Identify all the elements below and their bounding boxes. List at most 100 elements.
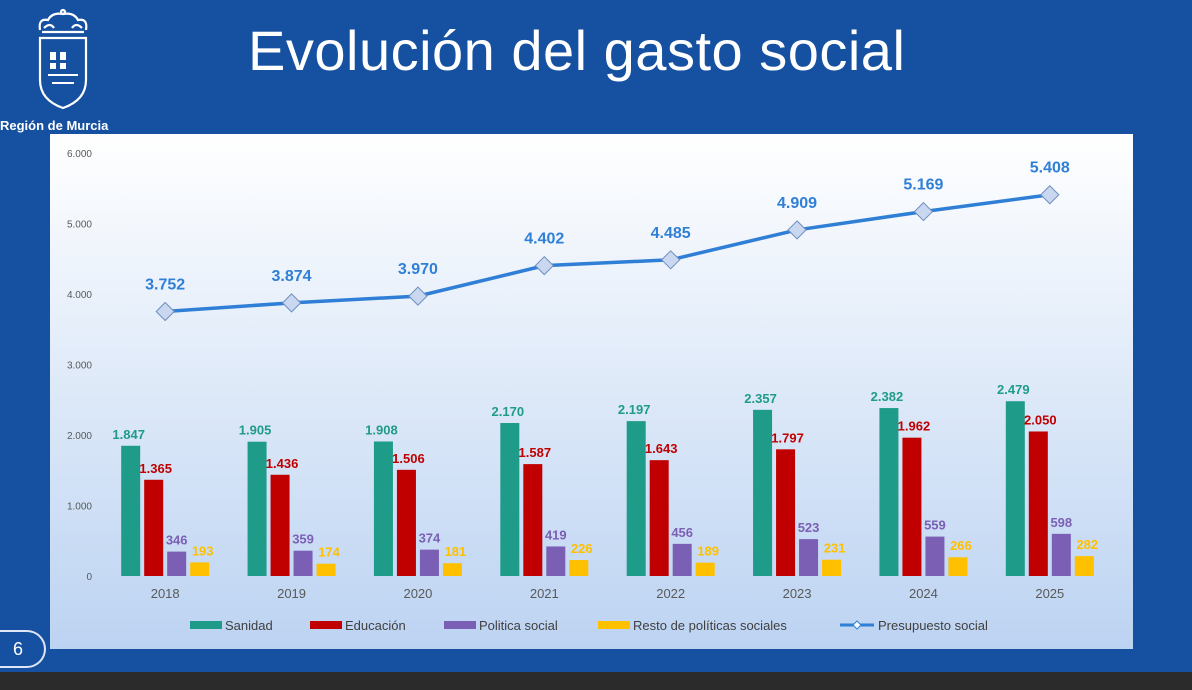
bar-educaci-n	[396, 469, 416, 576]
legend-label: Resto de políticas sociales	[633, 618, 787, 633]
line-point-marker	[534, 255, 555, 276]
slide: Región de Murcia Evolución del gasto soc…	[0, 0, 1192, 672]
brand-name: Región de Murcia	[0, 118, 109, 133]
y-tick-label: 0	[86, 572, 92, 583]
bar-data-label: 598	[1050, 515, 1072, 530]
bar-data-label: 282	[1076, 537, 1098, 552]
bar-data-label: 359	[292, 532, 314, 547]
bar-data-label: 189	[697, 544, 719, 559]
bar-data-label: 1.506	[392, 451, 425, 466]
x-tick-label: 2020	[403, 586, 432, 601]
line-point-marker	[660, 250, 681, 270]
bar-sanidad	[1005, 401, 1025, 576]
bar-data-label: 1.643	[645, 441, 678, 456]
x-tick-label: 2018	[151, 586, 180, 601]
bar-sanidad	[879, 408, 899, 576]
bar-resto-de-pol-ticas-sociales	[442, 563, 462, 576]
bar-sanidad	[121, 445, 141, 576]
bar-data-label: 193	[192, 543, 214, 558]
x-tick-label: 2023	[783, 586, 812, 601]
bar-politica-social	[1051, 533, 1071, 576]
bar-data-label: 181	[445, 544, 467, 559]
bar-data-label: 1.365	[139, 461, 172, 476]
bar-resto-de-pol-ticas-sociales	[948, 557, 968, 576]
bar-data-label: 1.587	[519, 445, 552, 460]
bar-sanidad	[500, 423, 520, 576]
bar-sanidad	[626, 421, 646, 576]
line-data-label: 4.402	[524, 231, 564, 248]
bar-politica-social	[925, 536, 945, 576]
bar-data-label: 174	[318, 545, 340, 560]
region-de-murcia-crest-logo	[38, 8, 88, 110]
bar-data-label: 346	[166, 533, 188, 548]
bar-educaci-n	[1028, 431, 1048, 576]
x-tick-label: 2019	[277, 586, 306, 601]
x-tick-label: 2021	[530, 586, 559, 601]
bar-data-label: 1.962	[898, 419, 931, 434]
bar-data-label: 523	[798, 520, 820, 535]
bar-data-label: 2.357	[744, 391, 777, 406]
bar-data-label: 2.050	[1024, 412, 1057, 427]
x-tick-label: 2022	[656, 586, 685, 601]
legend-swatch	[310, 621, 342, 629]
bar-resto-de-pol-ticas-sociales	[569, 560, 589, 576]
bar-educaci-n	[144, 479, 164, 576]
legend-label: Educación	[345, 618, 406, 633]
line-point-marker	[408, 286, 428, 306]
legend-swatch	[444, 621, 476, 629]
legend-swatch	[598, 621, 630, 629]
bar-resto-de-pol-ticas-sociales	[190, 562, 210, 576]
legend-swatch	[190, 621, 222, 629]
taskbar-strip	[0, 672, 1192, 690]
bar-educaci-n	[776, 449, 796, 576]
bar-educaci-n	[649, 460, 669, 576]
bar-sanidad	[373, 441, 393, 576]
bar-resto-de-pol-ticas-sociales	[1074, 556, 1094, 576]
y-tick-label: 5.000	[67, 220, 92, 231]
line-presupuesto-social	[165, 193, 1051, 314]
chart: 0 1.000 2.000 3.000 4.000 5.000 6.000 1.847 1.9…	[50, 134, 1133, 649]
bar-politica-social	[672, 543, 692, 576]
legend-label: Presupuesto social	[878, 618, 988, 633]
bar-data-label: 266	[950, 538, 972, 553]
slide-number: 6	[0, 630, 46, 668]
bar-data-label: 2.197	[618, 402, 651, 417]
bar-data-label: 226	[571, 541, 593, 556]
bar-resto-de-pol-ticas-sociales	[695, 562, 715, 576]
line-point-marker	[913, 201, 934, 222]
bar-data-label: 1.436	[266, 456, 299, 471]
bar-data-label: 374	[419, 531, 441, 546]
bar-data-label: 1.905	[239, 423, 272, 438]
bar-data-label: 2.382	[871, 389, 904, 404]
line-data-label: 5.408	[1030, 160, 1070, 177]
chart-background	[50, 134, 1133, 649]
y-tick-label: 2.000	[67, 431, 92, 442]
bar-educaci-n	[523, 464, 543, 576]
bar-data-label: 1.908	[365, 422, 398, 437]
x-tick-label: 2024	[909, 586, 938, 601]
bar-data-label: 2.170	[492, 404, 525, 419]
bar-resto-de-pol-ticas-sociales	[316, 563, 336, 576]
line-data-label: 3.874	[272, 268, 312, 285]
bar-data-label: 419	[545, 527, 567, 542]
y-tick-label: 3.000	[67, 361, 92, 372]
bar-politica-social	[799, 539, 819, 576]
line-data-label: 3.970	[398, 261, 438, 278]
line-point-marker	[155, 301, 175, 322]
line-data-label: 3.752	[145, 276, 185, 293]
bar-resto-de-pol-ticas-sociales	[822, 559, 842, 576]
y-tick-label: 1.000	[67, 502, 92, 513]
line-point-marker	[787, 220, 807, 240]
x-tick-label: 2025	[1035, 586, 1064, 601]
bar-politica-social	[167, 551, 187, 576]
bar-data-label: 1.847	[112, 427, 145, 442]
legend-label: Politica social	[479, 618, 558, 633]
bar-politica-social	[293, 550, 313, 576]
bar-educaci-n	[270, 474, 290, 576]
line-data-label: 4.909	[777, 195, 817, 212]
page-title: Evolución del gasto social	[248, 19, 906, 82]
legend-swatch-marker	[852, 620, 862, 630]
bar-sanidad	[753, 409, 773, 576]
legend-label: Sanidad	[225, 618, 273, 633]
y-tick-label: 6.000	[67, 149, 92, 160]
